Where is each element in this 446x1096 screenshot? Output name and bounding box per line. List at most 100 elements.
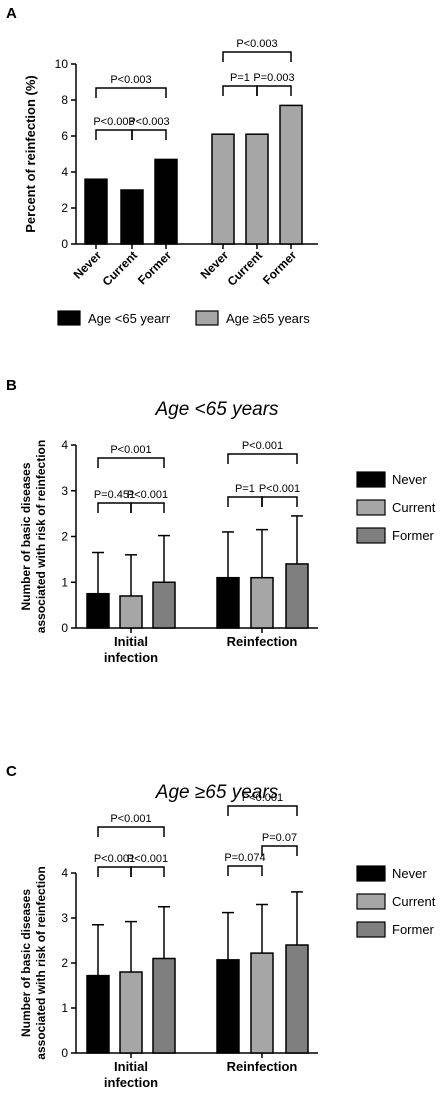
p-value-label: P<0.001 [259,483,300,495]
p-value-bracket [130,866,165,877]
p-value-label: P<0.003 [236,38,277,50]
x-tick-label-part: Initial [114,634,148,649]
x-tick-label-part: infection [104,1075,158,1090]
p-value-label: P=0.074 [224,852,265,864]
p-value-label: P=0.451 [94,489,135,501]
bar [84,178,108,245]
p-value-label: P=0.003 [253,72,294,84]
x-tick-label: Never [71,248,105,282]
bar [211,133,235,245]
y-axis-label-line1: Number of basic diseases [19,889,33,1037]
legend-swatch [356,921,386,938]
bar [285,944,309,1054]
bar [86,974,110,1054]
p-value-label: P<0.003 [93,116,134,128]
p-value-bracket [131,129,167,140]
legend-swatch [356,527,386,544]
panel-label: A [6,5,17,22]
y-tick-label: 1 [61,1001,68,1015]
p-value-bracket [227,496,263,507]
bar [152,581,176,629]
p-value-label: P<0.001 [110,813,151,825]
bar [119,595,143,629]
p-value-bracket [130,502,165,513]
p-value-label: P<0.001 [242,440,283,452]
x-tick-label: Former [135,248,174,287]
x-tick-label: Current [225,248,266,289]
panel-label: B [6,377,17,394]
legend-swatch [356,865,386,882]
legend-swatch [356,893,386,910]
p-value-label: P=1 [235,483,255,495]
p-value-bracket [222,85,258,96]
bar [120,189,144,245]
p-value-label: P<0.001 [242,792,283,804]
y-tick-label: 0 [61,1046,68,1060]
p-value-bracket [227,805,298,816]
p-value-label: P=0.07 [262,832,297,844]
x-tick-label: Reinfection [227,1059,298,1074]
y-tick-label: 2 [61,530,68,544]
legend-label: Never [392,472,427,487]
y-axis-label: Percent of reinfection (%) [23,75,38,232]
y-tick-label: 6 [61,129,68,143]
p-value-bracket [97,502,132,513]
x-tick-label-part: Initial [114,1059,148,1074]
y-axis-label-line2: associated with risk of reinfection [34,866,48,1059]
bar [245,133,269,245]
p-value-bracket [227,453,298,464]
chart-title: Age ≥65 years [155,782,279,803]
y-tick-label: 4 [61,866,68,880]
legend-swatch [195,310,219,326]
legend-label: Current [392,894,436,909]
bar [119,971,143,1054]
x-tick-label: Former [260,248,299,287]
legend-label: Current [392,500,436,515]
p-value-bracket [256,85,292,96]
y-tick-label: 4 [61,165,68,179]
panel-b: B Age <65 years 0 1 2 3 4 Number of basic disea… [6,377,436,665]
p-value-label: P<0.001 [127,853,168,865]
y-tick-label: 4 [61,438,68,452]
p-value-label: P<0.003 [110,74,151,86]
bar [86,592,110,629]
panel-label: C [6,763,17,780]
y-tick-label: 3 [61,911,68,925]
y-tick-label: 1 [61,575,68,589]
p-value-bracket [222,51,292,62]
chart-title: Age <65 years [154,399,279,420]
y-axis-label-line1: Number of basic diseases [19,462,33,610]
p-value-bracket [97,457,165,468]
p-value-label: P=1 [230,72,250,84]
y-tick-label: 2 [61,956,68,970]
y-tick-label: 0 [61,237,68,251]
p-value-bracket [97,826,165,837]
legend-swatch [57,310,81,326]
legend-label: Age ≥65 years [226,311,310,326]
p-value-bracket [97,866,132,877]
bar [154,158,178,245]
p-value-bracket [95,129,133,140]
y-tick-label: 2 [61,201,68,215]
x-tick-label: Initial infection [104,1059,158,1090]
bar [216,959,240,1054]
p-value-bracket [261,496,298,507]
p-value-bracket [95,87,167,98]
legend-swatch [356,471,386,488]
bar [216,576,240,629]
x-tick-label: Reinfection [227,634,298,649]
y-tick-label: 0 [61,621,68,635]
p-value-label: P<0.003 [128,116,169,128]
x-tick-label: Current [100,248,141,289]
legend-swatch [356,499,386,516]
x-tick-label: Initial infection [104,634,158,665]
panel-c: C Age ≥65 years 0 1 2 3 4 Number of basic disea… [6,763,436,1090]
y-tick-label: 10 [55,57,69,71]
legend-label: Age <65 yearr [88,311,171,326]
y-tick-label: 8 [61,93,68,107]
p-value-label: P<0.001 [94,853,135,865]
bar [250,576,274,629]
y-tick-label: 3 [61,484,68,498]
